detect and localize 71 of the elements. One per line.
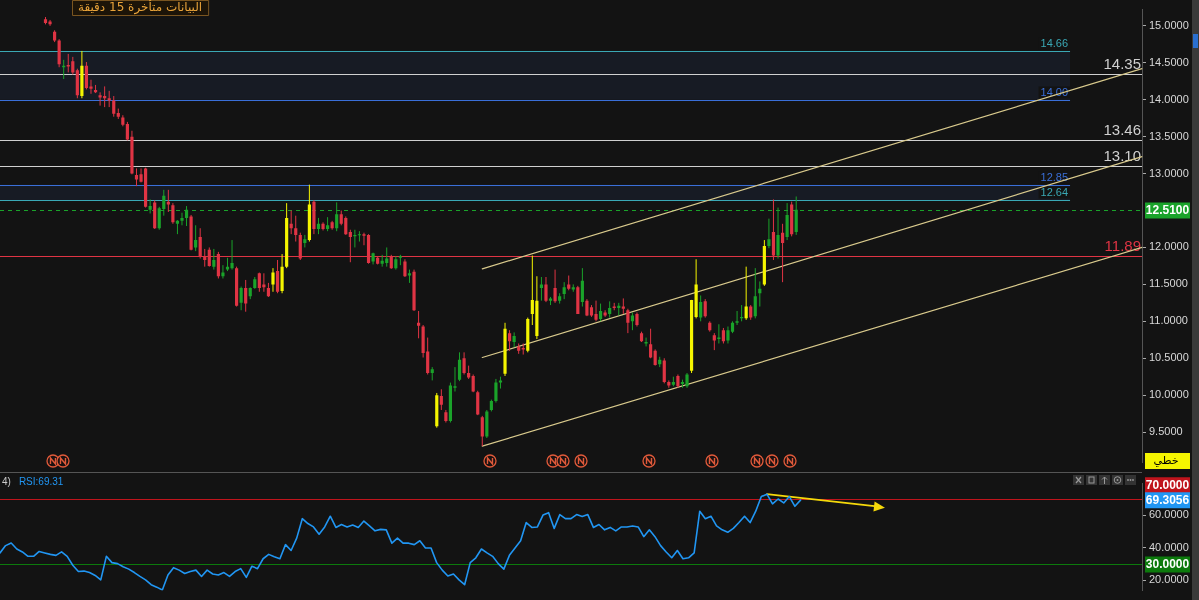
annotation: 4)	[2, 475, 11, 487]
candlestick	[544, 276, 548, 303]
ref-line-label: 11.89	[1104, 237, 1141, 255]
y-tick-label: 10.0000	[1149, 388, 1189, 401]
candlestick	[735, 310, 739, 326]
candlestick	[180, 212, 184, 226]
ref-line-label: 70.0000	[1145, 477, 1190, 492]
y-tick-label: 13.5000	[1149, 129, 1189, 142]
candlestick	[57, 38, 61, 68]
text: 69.3056	[1145, 492, 1190, 507]
annotation: RSI:69.31	[18, 475, 64, 487]
candlestick	[457, 351, 462, 382]
ref-line-label: 30.0000	[1145, 557, 1190, 572]
y-tick-label: 9.5000	[1149, 425, 1183, 438]
candlestick	[603, 309, 607, 318]
y-tick-label: 20.0000	[1149, 573, 1189, 586]
y-tick-label: 60.0000	[1149, 508, 1189, 521]
candlestick	[480, 415, 484, 447]
candlestick	[439, 388, 443, 411]
ref-line-label: 14.00	[1040, 86, 1069, 99]
candlestick	[112, 95, 116, 118]
ref-line-label: 14.35	[1103, 55, 1141, 73]
candlestick	[462, 351, 466, 375]
y-tick-label: 14.0000	[1149, 92, 1189, 105]
y-tick-label: 15.0000	[1149, 18, 1189, 31]
candlestick	[98, 91, 102, 107]
candlestick	[244, 279, 248, 313]
ref-line-label: 12.5100	[1145, 203, 1190, 218]
candlestick	[239, 286, 243, 311]
candlestick	[494, 378, 498, 404]
candlestick	[48, 19, 52, 27]
candlestick	[512, 331, 516, 348]
ref-line-label: 12.85	[1040, 171, 1069, 184]
candlestick	[767, 218, 771, 249]
y-tick-label: 11.5000	[1149, 277, 1188, 290]
candlestick	[275, 259, 280, 294]
text: خطي	[1153, 453, 1179, 467]
ref-line-label: 14.66	[1040, 37, 1069, 50]
candlestick	[476, 390, 480, 416]
y-tick-label: 13.0000	[1149, 166, 1189, 179]
candlestick	[230, 239, 234, 271]
candlestick	[171, 202, 175, 225]
y-tick-label: 40.0000	[1149, 540, 1189, 553]
ref-line-label: 13.10	[1103, 147, 1141, 165]
y-tick-label: 11.0000	[1149, 314, 1188, 327]
ref-line-label: 13.46	[1103, 121, 1141, 139]
candlestick	[703, 298, 707, 319]
ref-line-label: 12.64	[1040, 186, 1069, 199]
candlestick	[271, 267, 275, 293]
candlestick	[294, 215, 298, 243]
candlestick	[84, 61, 89, 90]
candlestick	[753, 267, 757, 319]
candlestick	[507, 329, 512, 352]
candlestick	[699, 294, 703, 322]
candlestick	[344, 215, 348, 236]
y-tick-label: 10.5000	[1149, 351, 1189, 364]
y-tick-label: 14.5000	[1149, 55, 1189, 68]
candlestick	[357, 230, 362, 243]
candlestick	[662, 357, 666, 384]
candlestick	[221, 264, 225, 279]
candlestick	[212, 248, 216, 271]
candlestick	[166, 189, 170, 213]
candlestick	[649, 328, 653, 359]
candlestick	[416, 310, 421, 339]
y-tick-label: 12.0000	[1149, 240, 1189, 253]
candlestick	[553, 269, 557, 304]
candlestick	[539, 276, 544, 302]
candlestick	[580, 267, 584, 308]
candlestick	[594, 300, 598, 322]
candlestick	[262, 272, 266, 293]
candlestick	[626, 308, 630, 334]
